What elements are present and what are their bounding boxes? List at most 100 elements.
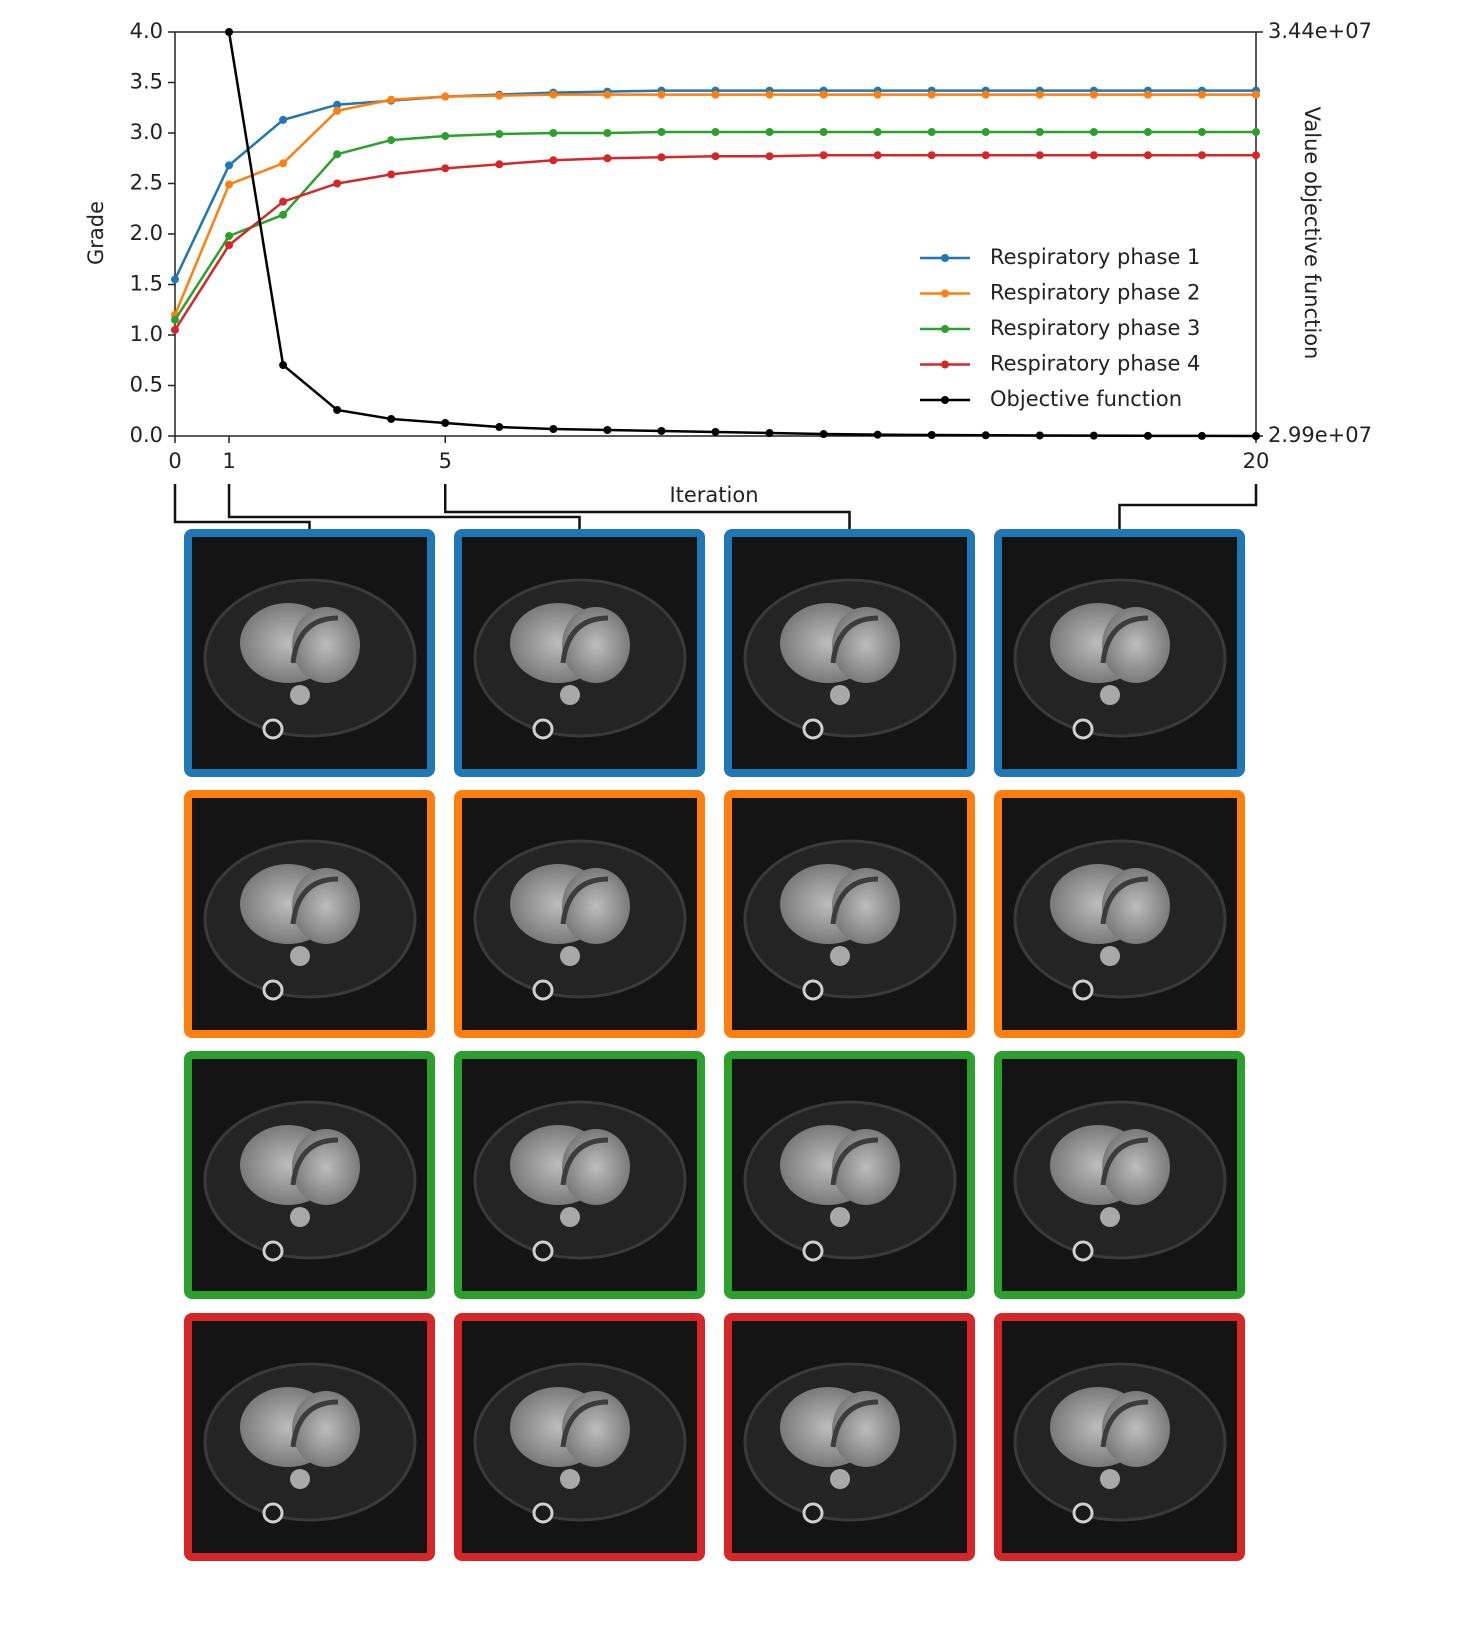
series-point [873, 430, 882, 439]
series-point [1197, 151, 1206, 160]
aorta [1100, 946, 1120, 966]
series-point [549, 129, 558, 137]
legend-label: Respiratory phase 1 [990, 245, 1200, 269]
series-point [279, 115, 288, 124]
myocardium [1100, 1137, 1149, 1186]
series-point [333, 405, 342, 414]
spine [1072, 718, 1094, 740]
y2-axis-label: Value objective function [1300, 107, 1324, 360]
connector [1118, 484, 1258, 531]
myocardium [290, 1137, 339, 1186]
aorta [1100, 685, 1120, 705]
spine [532, 979, 554, 1001]
series-point [981, 431, 990, 440]
connector [173, 484, 311, 531]
series-point [711, 427, 720, 436]
myocardium [560, 615, 609, 664]
series-point [711, 127, 720, 136]
series-point [333, 106, 342, 115]
myocardium [830, 1399, 879, 1448]
series-point [819, 90, 828, 99]
aorta [290, 1469, 310, 1489]
series-point [927, 90, 936, 99]
series-point [603, 154, 612, 163]
myocardium [830, 876, 879, 925]
series-point [1089, 90, 1098, 99]
y-tick-label: 2.5 [130, 171, 163, 195]
myocardium [830, 615, 879, 664]
aorta [1100, 1207, 1120, 1227]
myocardium [290, 876, 339, 925]
series-point [765, 127, 774, 136]
spine [1072, 979, 1094, 1001]
series-point [711, 152, 720, 161]
series-point [441, 418, 450, 427]
series-point [387, 136, 396, 145]
series-point [603, 129, 612, 137]
series-point [603, 90, 612, 99]
series-point [387, 95, 396, 104]
series-point [1252, 127, 1260, 136]
series-point [1197, 431, 1206, 440]
series-point [441, 132, 450, 141]
aorta [560, 1469, 580, 1489]
series-point [819, 430, 828, 439]
series-line [227, 31, 1257, 438]
myocardium [1100, 615, 1149, 664]
y-tick-label: 1.5 [130, 272, 163, 296]
series-point [1252, 151, 1260, 160]
connector [227, 484, 581, 531]
aorta [830, 685, 850, 705]
series-point [387, 414, 396, 423]
series-point [1143, 151, 1152, 160]
legend-marker [941, 396, 949, 404]
aorta [830, 946, 850, 966]
myocardium [1100, 1399, 1149, 1448]
x-axis-label: Iteration [669, 483, 758, 507]
series-point [279, 210, 288, 219]
y2-tick-label: 3.44e+07 [1268, 19, 1372, 43]
series-point [1197, 90, 1206, 99]
series-point [927, 127, 936, 136]
series-point [1143, 127, 1152, 136]
spine [262, 718, 284, 740]
series-point [819, 127, 828, 136]
myocardium [830, 1137, 879, 1186]
series-point [981, 90, 990, 99]
series-point [927, 151, 936, 160]
series-point [495, 130, 504, 139]
series-point [657, 426, 666, 435]
y-tick-label: 0.0 [130, 423, 163, 447]
aorta [560, 685, 580, 705]
series-point [1035, 90, 1044, 99]
series-point [711, 90, 720, 99]
x-tick-label: 5 [439, 449, 452, 473]
series-point [1035, 127, 1044, 136]
myocardium [290, 1399, 339, 1448]
legend-marker [941, 360, 949, 369]
x-tick-label: 1 [222, 449, 235, 473]
aorta [830, 1469, 850, 1489]
aorta [290, 1207, 310, 1227]
spine [802, 1240, 824, 1262]
series-point [441, 92, 450, 101]
series-point [1089, 127, 1098, 136]
aorta [290, 685, 310, 705]
aorta [560, 946, 580, 966]
y-tick-label: 0.5 [130, 373, 163, 397]
spine [1072, 1502, 1094, 1524]
myocardium [560, 1137, 609, 1186]
series-point [1143, 431, 1152, 440]
spine [532, 1502, 554, 1524]
y-axis-label: Grade [84, 201, 108, 265]
y-tick-label: 2.0 [130, 221, 163, 245]
connector [444, 484, 851, 531]
spine [802, 1502, 824, 1524]
series-point [333, 179, 342, 188]
series-point [387, 170, 396, 179]
series-point [171, 325, 179, 334]
legend-marker [941, 254, 949, 262]
series-point [873, 127, 882, 136]
series-point [1197, 127, 1206, 136]
